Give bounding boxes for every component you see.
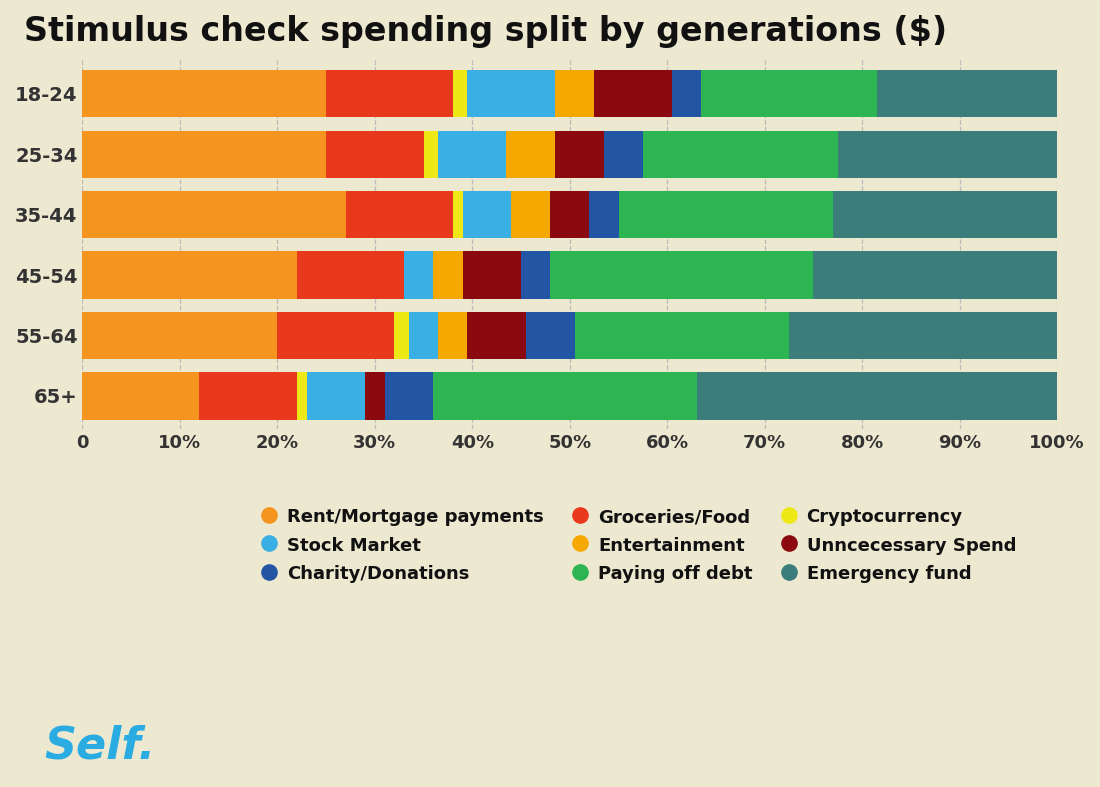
Bar [453,191,462,238]
Text: Self.: Self. [44,724,155,767]
Bar [672,70,702,117]
Bar [506,131,556,178]
Bar [521,252,550,298]
Bar [433,372,696,419]
Bar [550,191,590,238]
Bar [642,131,838,178]
Bar [468,70,556,117]
Bar [556,131,604,178]
Bar [297,372,307,419]
Bar [307,372,365,419]
Bar [277,312,394,359]
Bar [433,252,462,298]
Bar [326,131,424,178]
Bar [702,70,877,117]
Text: Stimulus check spending split by generations ($): Stimulus check spending split by generat… [24,15,947,48]
Bar [462,191,512,238]
Bar [424,131,438,178]
Bar [604,131,642,178]
Bar [696,372,1057,419]
Bar [462,252,521,298]
Bar [345,191,453,238]
Bar [526,312,574,359]
Bar [82,191,345,238]
Bar [512,191,550,238]
Bar [814,252,1057,298]
Bar [409,312,438,359]
Bar [594,70,672,117]
Bar [453,70,468,117]
Bar [82,372,199,419]
Bar [590,191,618,238]
Bar [618,191,833,238]
Bar [385,372,433,419]
Bar [833,191,1057,238]
Bar [556,70,594,117]
Bar [297,252,404,298]
Bar [199,372,297,419]
Legend: Rent/Mortgage payments, Stock Market, Charity/Donations, Groceries/Food, Enterta: Rent/Mortgage payments, Stock Market, Ch… [253,501,1023,590]
Bar [326,70,453,117]
Bar [838,131,1057,178]
Bar [574,312,789,359]
Bar [550,252,814,298]
Bar [438,312,468,359]
Bar [82,70,326,117]
Bar [404,252,433,298]
Bar [365,372,385,419]
Bar [877,70,1057,117]
Bar [82,252,297,298]
Bar [82,312,277,359]
Bar [82,131,326,178]
Bar [438,131,506,178]
Bar [394,312,409,359]
Bar [468,312,526,359]
Bar [789,312,1057,359]
